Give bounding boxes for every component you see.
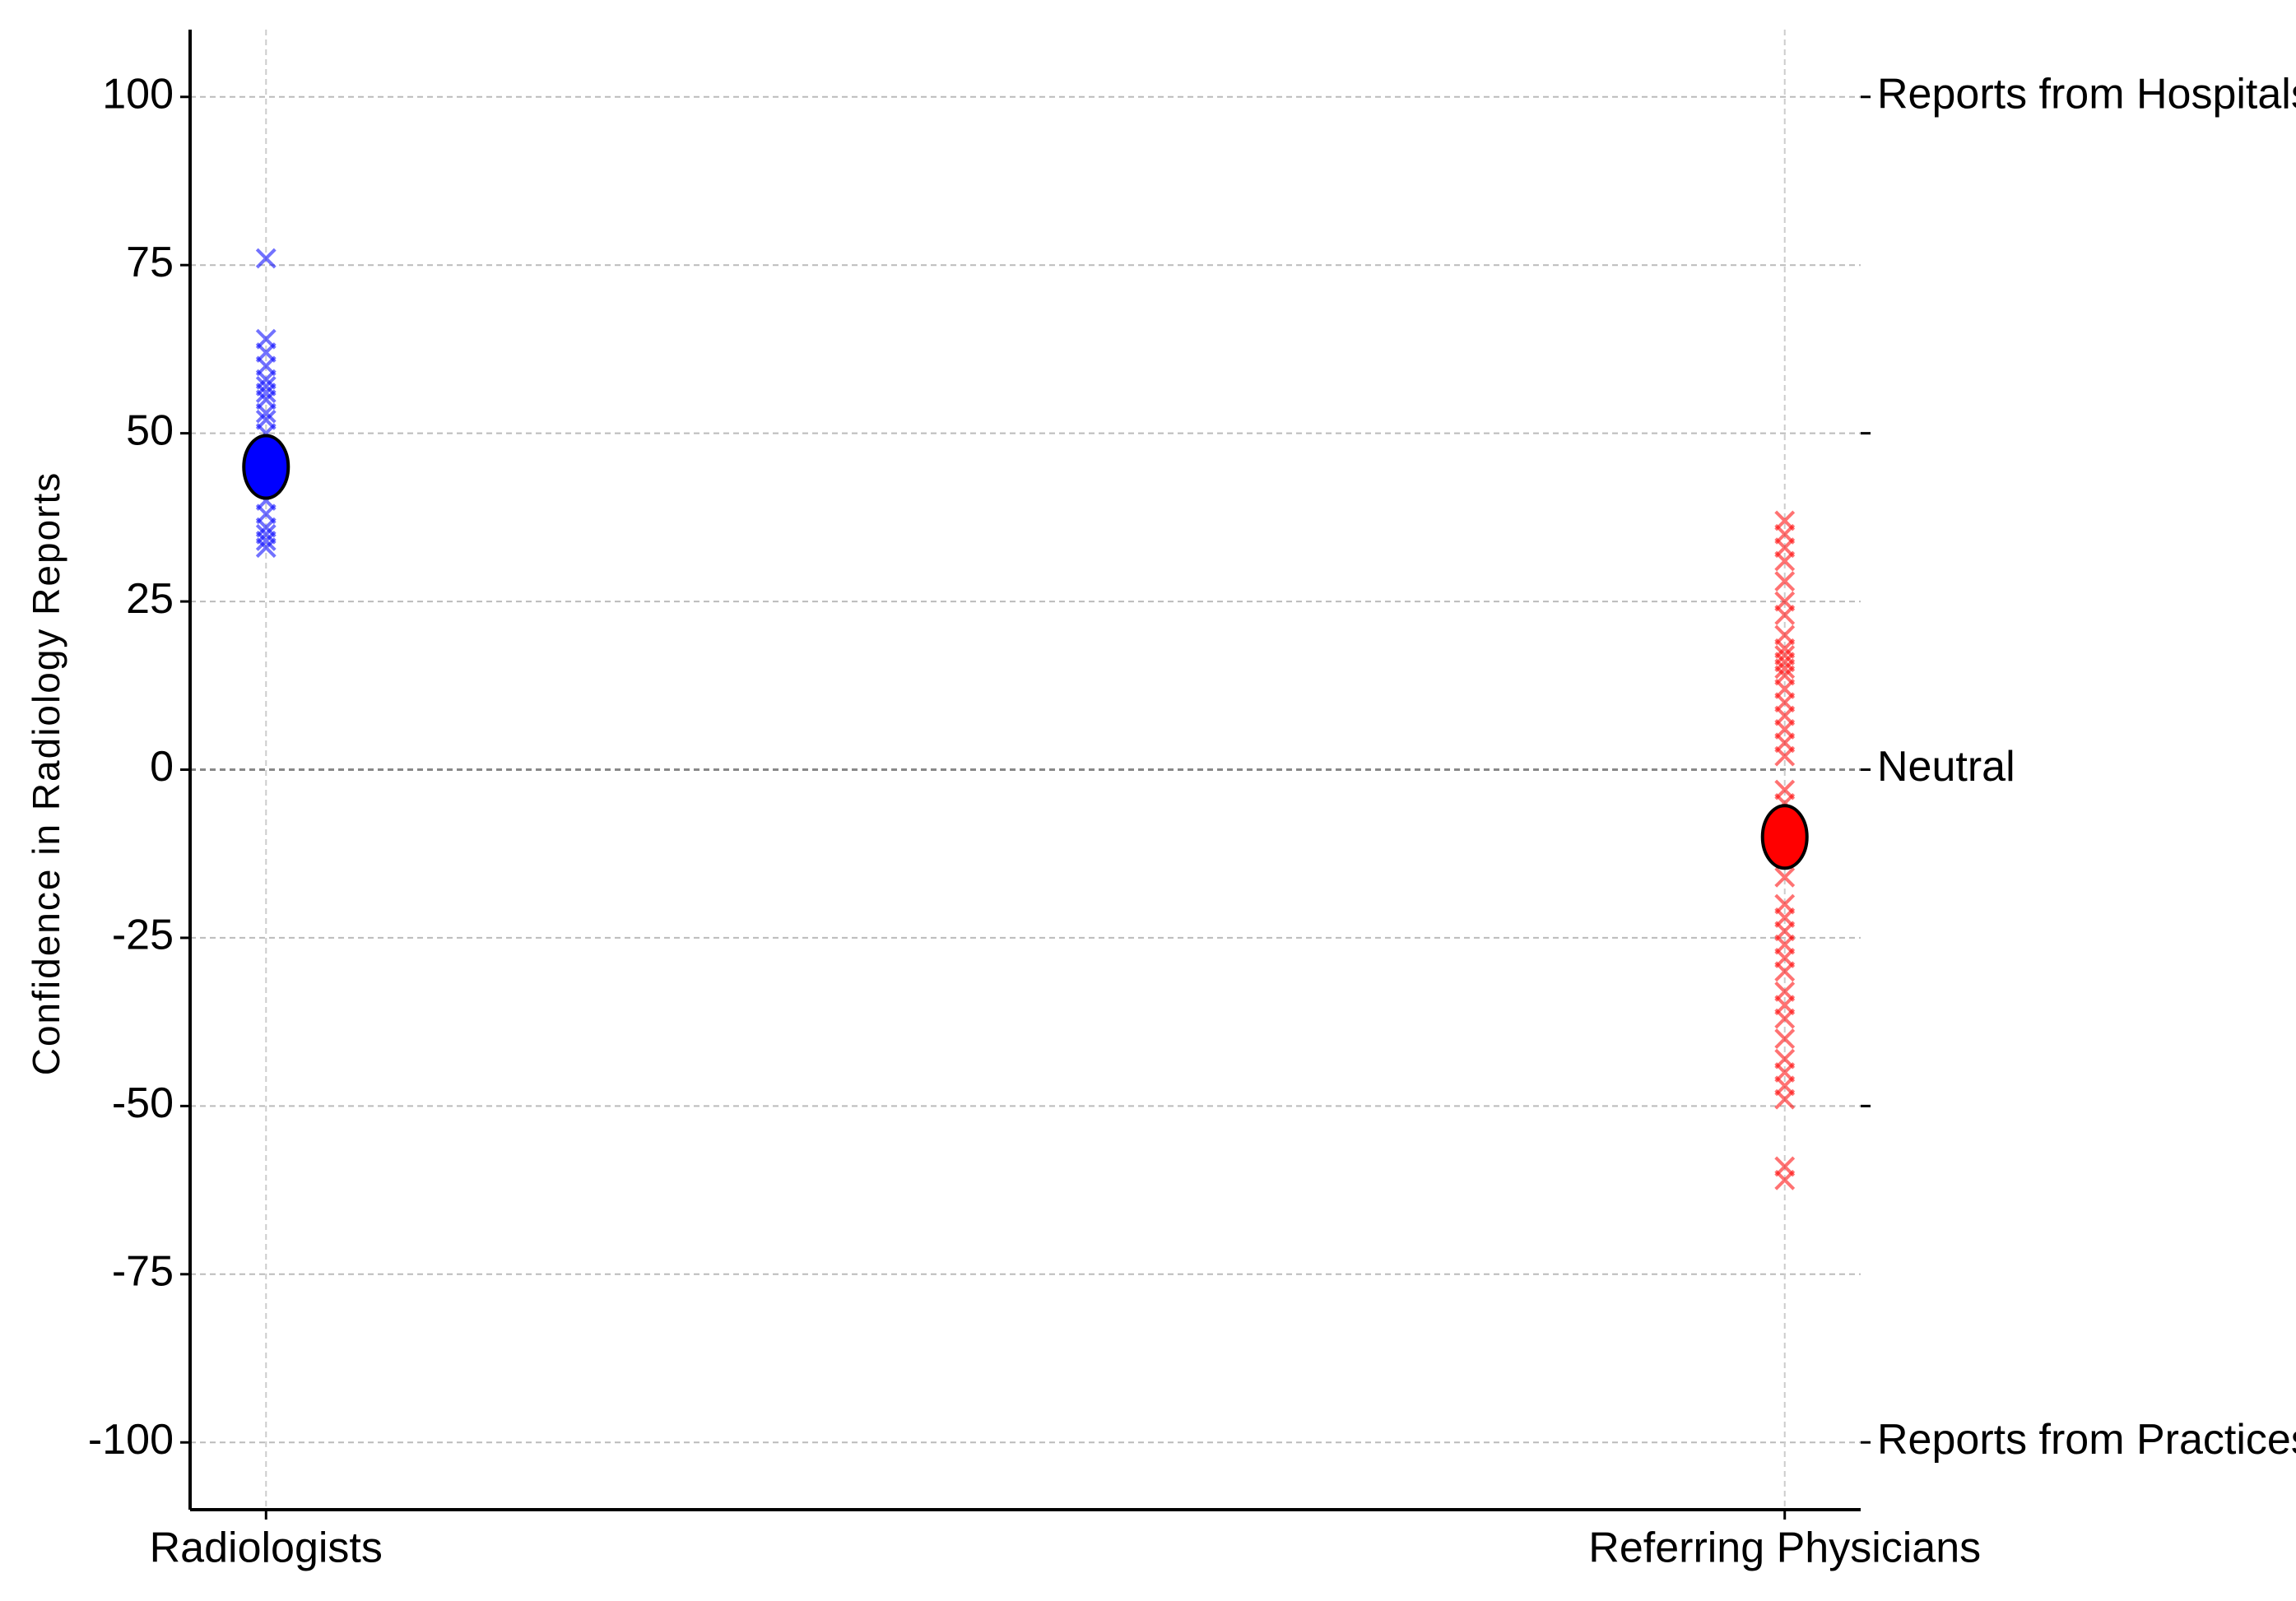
y-tick-label: -25 <box>112 912 174 959</box>
y2-tick-label: Reports from Practices <box>1877 1416 2296 1464</box>
marker-stroke <box>1774 1088 1796 1110</box>
y-tick-label: 25 <box>126 575 174 623</box>
x-tick-label: Radiologists <box>150 1524 383 1572</box>
marker-stroke <box>1774 571 1796 592</box>
marker-stroke <box>1774 745 1796 767</box>
point-marker <box>1774 605 1796 625</box>
point-marker <box>1774 1088 1796 1110</box>
x-tick-label: Referring Physicians <box>1588 1524 1981 1572</box>
y-tick-label: 0 <box>150 743 174 791</box>
marker-stroke <box>255 248 277 269</box>
point-marker <box>1774 1028 1796 1050</box>
marker-stroke <box>255 531 277 551</box>
marker-stroke <box>255 537 277 559</box>
point-marker <box>1774 1169 1796 1190</box>
marker-stroke <box>1774 866 1796 888</box>
mean-marker <box>242 434 290 500</box>
marker-stroke <box>1774 1028 1796 1050</box>
y-tick-label: 50 <box>126 406 174 454</box>
point-marker <box>1774 961 1796 982</box>
y-tick-label: -75 <box>112 1248 174 1296</box>
point-marker <box>1774 571 1796 592</box>
point-marker <box>1774 745 1796 767</box>
marker-stroke <box>255 402 277 424</box>
point-marker <box>1774 1008 1796 1029</box>
y-tick-label: 75 <box>126 239 174 286</box>
marker-stroke <box>1774 550 1796 572</box>
marker-stroke <box>1774 961 1796 982</box>
point-marker <box>1774 550 1796 572</box>
point-marker <box>255 537 277 559</box>
marker-stroke <box>1774 658 1796 680</box>
marker-stroke <box>1774 1169 1796 1190</box>
y-axis-label: Confidence in Radiology Reports <box>25 471 67 1076</box>
y-tick-label: -100 <box>88 1416 174 1464</box>
marker-stroke <box>255 383 277 403</box>
marker-stroke <box>1774 1008 1796 1029</box>
y2-tick-label: Neutral <box>1877 743 2015 791</box>
y-tick-label: 100 <box>102 71 174 118</box>
point-marker <box>255 248 277 269</box>
mean-marker <box>1760 804 1809 870</box>
point-marker <box>1774 866 1796 888</box>
point-marker <box>255 531 277 551</box>
point-marker <box>255 383 277 403</box>
marker-stroke <box>1774 605 1796 625</box>
point-marker <box>1774 658 1796 680</box>
y2-tick-label: Reports from Hospitals <box>1877 71 2296 118</box>
y-tick-label: -50 <box>112 1079 174 1127</box>
point-marker <box>255 402 277 424</box>
